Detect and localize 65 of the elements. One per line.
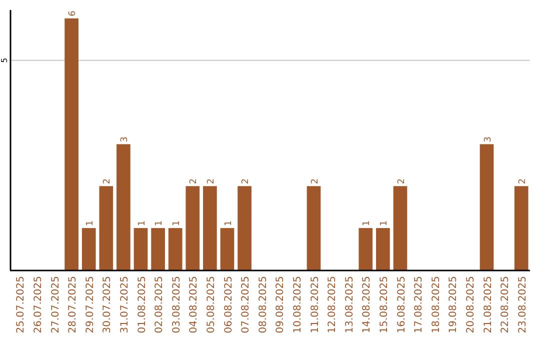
x-tick-label: 03.08.2025 [171, 276, 182, 334]
data-label: 3 [483, 136, 494, 142]
bar [186, 186, 200, 270]
bar [99, 186, 114, 270]
bar [306, 186, 321, 270]
x-tick-label: 18.08.2025 [430, 276, 442, 334]
data-label: 1 [154, 220, 165, 226]
bar [168, 228, 182, 270]
x-tick-label: 23.08.2025 [517, 276, 528, 334]
data-label: 2 [189, 178, 200, 184]
x-tick-label: 07.08.2025 [240, 276, 252, 334]
x-tick-label: 02.08.2025 [154, 276, 166, 334]
x-tick-label: 13.08.2025 [344, 276, 356, 334]
x-tick-label: 22.08.2025 [500, 276, 512, 334]
data-label: 1 [85, 220, 96, 226]
data-label: 2 [396, 178, 407, 184]
bar [376, 228, 390, 270]
x-tick-label: 01.08.2025 [136, 276, 148, 334]
x-tick-label: 21.08.2025 [482, 276, 494, 334]
x-tick-label: 28.07.2025 [68, 276, 79, 334]
x-tick-label: 17.08.2025 [414, 276, 425, 334]
bar [514, 186, 528, 270]
x-tick-label: 27.07.2025 [50, 276, 62, 334]
bar [203, 186, 217, 270]
x-tick-label: 15.08.2025 [378, 276, 390, 334]
y-tick-label: 5 [0, 58, 9, 63]
data-label: 1 [137, 220, 148, 226]
bar [151, 228, 165, 270]
data-label: 3 [120, 136, 130, 142]
data-label: 6 [68, 10, 78, 16]
x-tick-label: 16.08.2025 [396, 276, 408, 334]
data-label: 2 [310, 178, 320, 184]
x-tick-label: 05.08.2025 [206, 276, 217, 334]
x-tick-label: 09.08.2025 [275, 276, 286, 334]
bar [220, 228, 234, 270]
x-tick-label: 30.07.2025 [102, 276, 114, 334]
bar [116, 144, 130, 270]
bar [393, 186, 408, 270]
data-label: 2 [241, 178, 252, 184]
x-tick-label: 26.07.2025 [32, 276, 44, 334]
data-label: 1 [224, 220, 234, 226]
x-tick-label: 08.08.2025 [258, 276, 269, 334]
x-tick-label: 10.08.2025 [292, 276, 304, 334]
x-tick-label: 04.08.2025 [188, 276, 200, 334]
bar [358, 228, 373, 270]
data-label: 2 [518, 178, 528, 184]
bar [480, 144, 494, 270]
bar [134, 228, 148, 270]
bar [64, 18, 78, 270]
x-tick-label: 25.07.2025 [16, 276, 27, 334]
x-tick-label: 29.07.2025 [84, 276, 96, 334]
x-tick-label: 06.08.2025 [223, 276, 234, 334]
data-label: 2 [102, 178, 113, 184]
x-tick-label: 20.08.2025 [465, 276, 476, 334]
bar [82, 228, 96, 270]
data-label: 1 [172, 220, 182, 226]
x-tick-label: 31.07.2025 [119, 276, 130, 334]
data-label: 1 [362, 220, 372, 226]
x-tick-label: 19.08.2025 [448, 276, 460, 334]
data-label: 2 [206, 178, 216, 184]
x-tick-label: 11.08.2025 [310, 276, 321, 334]
bar [238, 186, 252, 270]
x-tick-label: 14.08.2025 [362, 276, 373, 334]
data-label: 1 [379, 220, 390, 226]
x-tick-label: 12.08.2025 [327, 276, 338, 334]
